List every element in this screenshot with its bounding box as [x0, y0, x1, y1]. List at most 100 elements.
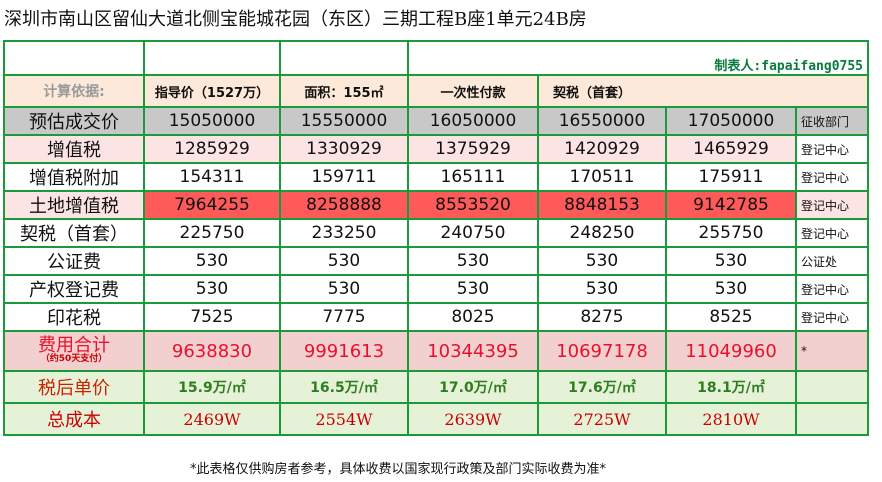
row-value: 154311	[143, 162, 281, 192]
fee-row: 印花税 7525 7775 8025 8275 8525 登记中心	[3, 302, 869, 332]
fee-row: 增值税 1285929 1330929 1375929 1420929 1465929 登记…	[3, 134, 869, 164]
row-value: 255750	[665, 218, 797, 248]
row-value: 16050000	[407, 106, 539, 136]
row-label: 印花税	[3, 302, 145, 332]
basis-area: 面积：155㎡	[279, 74, 409, 108]
row-label: 公证费	[3, 246, 145, 276]
row-value: 8525	[665, 302, 797, 332]
row-dept: 登记中心	[795, 162, 869, 192]
row-value: 530	[143, 246, 281, 276]
basis-row: 计算依据: 指导价（1527万） 面积：155㎡ 一次性付款 契税（首套）	[3, 74, 869, 108]
fee-row: 预估成交价 15050000 15550000 16050000 16550000 170…	[3, 106, 869, 136]
total-cost-label: 总成本	[3, 402, 145, 436]
total-cost-dept	[795, 402, 869, 436]
basis-deed-tax: 契税（首套）	[537, 74, 869, 108]
row-dept: 征收部门	[795, 106, 869, 136]
row-value: 8848153	[537, 190, 667, 220]
row-value: 15050000	[143, 106, 281, 136]
row-dept: 登记中心	[795, 134, 869, 164]
unit-price-value: 18.1万/㎡	[665, 370, 797, 404]
unit-price-value: 17.0万/㎡	[407, 370, 539, 404]
page-title: 深圳市南山区留仙大道北侧宝能城花园（东区）三期工程B座1单元24B房	[4, 9, 587, 30]
total-cost-value: 2810W	[665, 402, 797, 436]
row-dept: 公证处	[795, 246, 869, 276]
row-label: 增值税	[3, 134, 145, 164]
sum-dept: *	[795, 330, 869, 372]
row-dept: 登记中心	[795, 302, 869, 332]
row-value: 9142785	[665, 190, 797, 220]
row-value: 530	[537, 246, 667, 276]
blank-row: 制表人:fapaifang0755	[3, 40, 869, 76]
row-value: 7525	[143, 302, 281, 332]
row-value: 248250	[537, 218, 667, 248]
row-value: 530	[407, 274, 539, 304]
total-cost-value: 2469W	[143, 402, 281, 436]
unit-price-value: 16.5万/㎡	[279, 370, 409, 404]
row-value: 7964255	[143, 190, 281, 220]
total-cost-value: 2639W	[407, 402, 539, 436]
row-value: 8025	[407, 302, 539, 332]
row-value: 8275	[537, 302, 667, 332]
row-dept: 登记中心	[795, 190, 869, 220]
row-dept: 登记中心	[795, 274, 869, 304]
maker-label: 制表人:fapaifang0755	[407, 40, 869, 76]
row-label: 增值税附加	[3, 162, 145, 192]
row-value: 8553520	[407, 190, 539, 220]
disclaimer-note: *此表格仅供购房者参考，具体收费以国家现行政策及部门实际收费为准*	[190, 462, 607, 477]
row-label: 契税（首套）	[3, 218, 145, 248]
row-value: 225750	[143, 218, 281, 248]
row-value: 1465929	[665, 134, 797, 164]
total-cost-row: 总成本 2469W 2554W 2639W 2725W 2810W	[3, 402, 869, 436]
fee-row: 增值税附加 154311 159711 165111 170511 175911 登记中心	[3, 162, 869, 192]
unit-price-dept	[795, 370, 869, 404]
total-cost-value: 2725W	[537, 402, 667, 436]
row-value: 530	[143, 274, 281, 304]
row-label: 土地增值税	[3, 190, 145, 220]
row-value: 530	[665, 246, 797, 276]
sum-value: 9991613	[279, 330, 409, 372]
basis-label: 计算依据:	[3, 74, 145, 108]
sum-label-cell: 费用合计 （约50天支付）	[3, 330, 145, 372]
row-value: 165111	[407, 162, 539, 192]
sum-value: 9638830	[143, 330, 281, 372]
sum-value: 11049960	[665, 330, 797, 372]
row-value: 530	[279, 246, 409, 276]
unit-price-value: 17.6万/㎡	[537, 370, 667, 404]
sum-sublabel: （约50天支付）	[40, 354, 108, 364]
row-value: 233250	[279, 218, 409, 248]
fee-rows: 预估成交价 15050000 15550000 16050000 16550000 170…	[3, 106, 869, 332]
row-label: 预估成交价	[3, 106, 145, 136]
basis-payment: 一次性付款	[407, 74, 539, 108]
fee-row: 产权登记费 530 530 530 530 530 登记中心	[3, 274, 869, 304]
fee-row: 契税（首套） 225750 233250 240750 248250 255750 登记中心	[3, 218, 869, 248]
row-value: 240750	[407, 218, 539, 248]
basis-guide-price: 指导价（1527万）	[143, 74, 281, 108]
row-value: 1330929	[279, 134, 409, 164]
row-value: 1375929	[407, 134, 539, 164]
row-value: 1285929	[143, 134, 281, 164]
row-value: 530	[537, 274, 667, 304]
row-value: 530	[407, 246, 539, 276]
sum-row: 费用合计 （约50天支付） 9638830 9991613 10344395 1…	[3, 330, 869, 372]
sum-value: 10697178	[537, 330, 667, 372]
sum-value: 10344395	[407, 330, 539, 372]
unit-price-label: 税后单价	[3, 370, 145, 404]
row-value: 530	[665, 274, 797, 304]
fee-row: 土地增值税 7964255 8258888 8553520 8848153 9142785…	[3, 190, 869, 220]
unit-price-row: 税后单价 15.9万/㎡ 16.5万/㎡ 17.0万/㎡ 17.6万/㎡ 18.…	[3, 370, 869, 404]
row-value: 175911	[665, 162, 797, 192]
row-value: 159711	[279, 162, 409, 192]
row-dept: 登记中心	[795, 218, 869, 248]
fee-row: 公证费 530 530 530 530 530 公证处	[3, 246, 869, 276]
unit-price-value: 15.9万/㎡	[143, 370, 281, 404]
row-value: 15550000	[279, 106, 409, 136]
row-value: 8258888	[279, 190, 409, 220]
row-label: 产权登记费	[3, 274, 145, 304]
row-value: 7775	[279, 302, 409, 332]
sum-label: 费用合计	[38, 335, 110, 356]
row-value: 16550000	[537, 106, 667, 136]
total-cost-value: 2554W	[279, 402, 409, 436]
row-value: 530	[279, 274, 409, 304]
row-value: 170511	[537, 162, 667, 192]
tax-fee-table: 制表人:fapaifang0755 计算依据: 指导价（1527万） 面积：15…	[3, 40, 869, 436]
